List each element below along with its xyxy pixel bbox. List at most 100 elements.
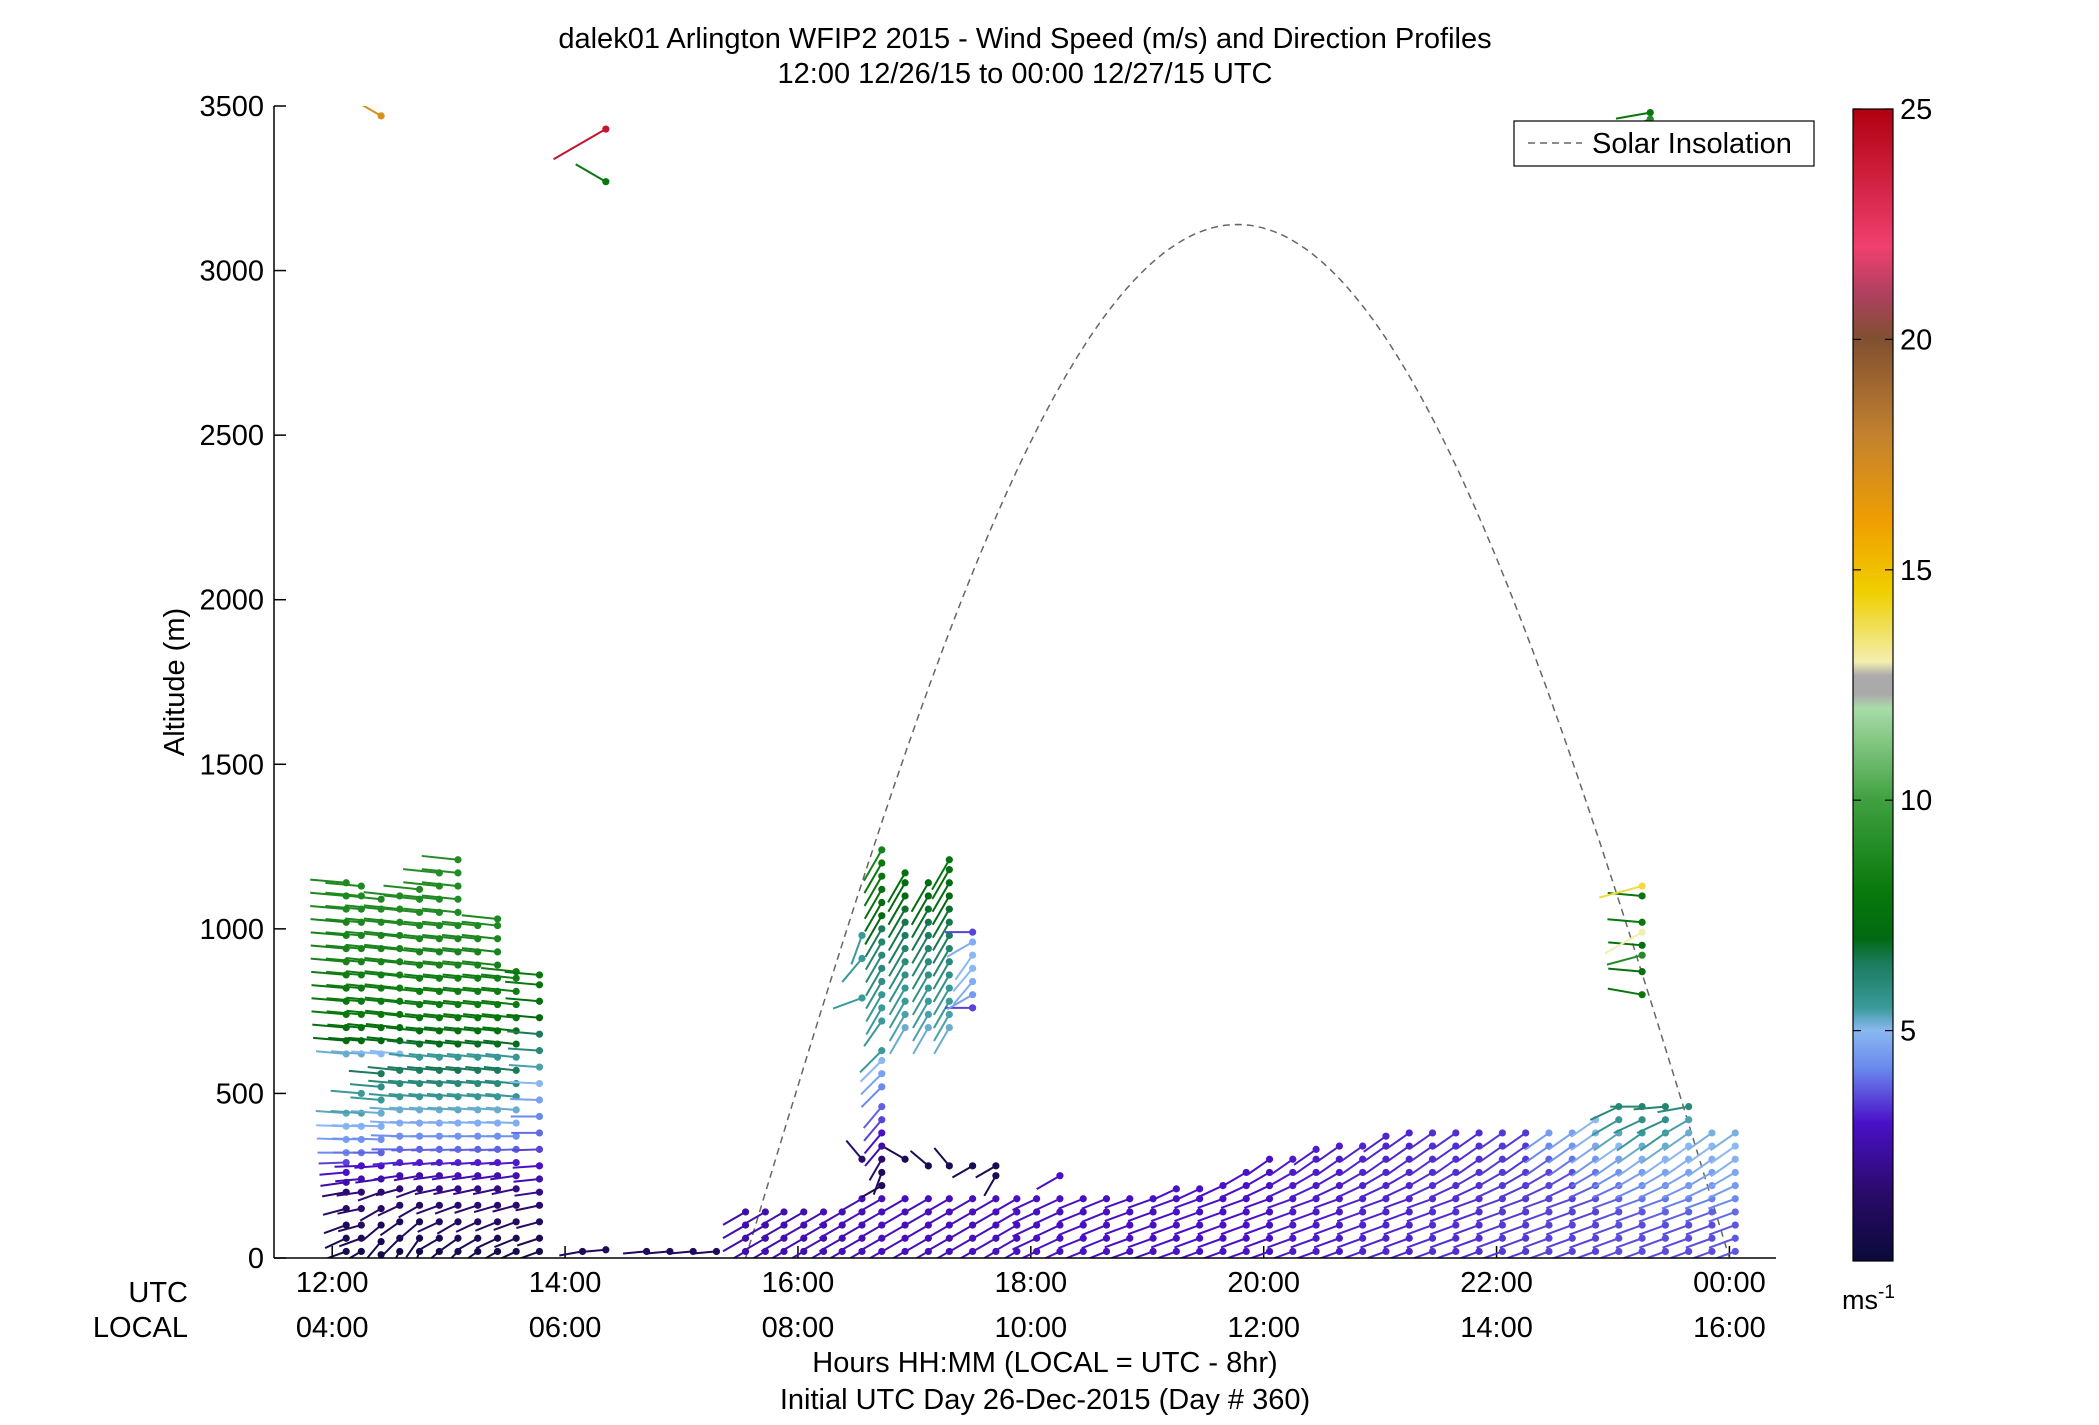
wind-barb-point: [535, 1162, 544, 1170]
wind-barb-stick: [1640, 1158, 1666, 1178]
wind-barb-stick: [338, 1237, 362, 1248]
wind-barb-point: [969, 991, 977, 999]
wind-barb-point: [1428, 1208, 1437, 1216]
wind-barb-stick: [575, 163, 607, 183]
wind-barb-point: [535, 1218, 544, 1226]
wind-barb-stick: [463, 1026, 498, 1032]
wind-barb-point: [945, 1247, 953, 1256]
wind-barb-stick: [461, 947, 498, 953]
wind-barb-stick: [511, 1148, 540, 1152]
wind-barb-stick: [1524, 1132, 1550, 1151]
wind-barb-stick: [1081, 1224, 1107, 1236]
wind-barb-stick: [1479, 1158, 1503, 1176]
wind-barb-stick: [1012, 1224, 1038, 1238]
wind-barb-point: [878, 1168, 886, 1177]
wind-barb-stick: [321, 1191, 347, 1198]
wind-barb-stick: [347, 1036, 382, 1042]
wind-barb-stick: [331, 1050, 362, 1055]
colorbar-tick-label: 25: [1900, 94, 1932, 126]
wind-barb-stick: [911, 961, 930, 990]
wind-barb-stick: [466, 1093, 498, 1098]
wind-barb-stick: [1081, 1197, 1107, 1210]
wind-barb-stick: [863, 875, 883, 907]
wind-barb-stick: [1293, 1158, 1317, 1176]
wind-barb-stick: [868, 1250, 883, 1258]
wind-barb-stick: [405, 1237, 421, 1258]
wind-barb-stick: [1524, 1145, 1550, 1164]
wind-barb-stick: [366, 1240, 382, 1258]
wind-barb-stick: [368, 1079, 400, 1085]
wind-barb-stick: [832, 997, 863, 1010]
wind-barb-stick: [1313, 1224, 1340, 1236]
wind-barb-stick: [1174, 1237, 1200, 1249]
wind-barb-point: [535, 1014, 544, 1022]
wind-barb-stick: [422, 947, 459, 953]
wind-barb-point: [1102, 1234, 1111, 1242]
wind-barb-stick: [384, 999, 420, 1006]
wind-barb-stick: [310, 891, 347, 897]
wind-barb-point: [1661, 1234, 1669, 1242]
wind-barb-stick: [982, 1250, 997, 1258]
wind-barb-point: [901, 869, 909, 877]
wind-barb-stick: [393, 1174, 420, 1182]
wind-barb-stick: [859, 1049, 883, 1074]
wind-barb-point: [1731, 1129, 1739, 1137]
wind-barb-point: [1475, 1247, 1483, 1256]
wind-barb-point: [1312, 1234, 1320, 1242]
wind-barb-point: [415, 1201, 424, 1209]
wind-barb-point: [1661, 1221, 1669, 1229]
wind-barb-point: [1033, 1247, 1041, 1256]
wind-barb-point: [493, 1106, 502, 1114]
wind-barb-stick: [881, 1237, 906, 1253]
wind-barb-stick: [492, 1204, 517, 1213]
wind-barb-point: [357, 882, 365, 890]
wind-barb-stick: [1429, 1210, 1457, 1223]
wind-barb-stick: [1406, 1210, 1433, 1223]
legend-box: [1513, 120, 1815, 167]
y-tick-label: 3500: [199, 91, 264, 123]
wind-barb-stick: [384, 1013, 420, 1019]
wind-barb-stick: [383, 947, 420, 953]
wind-barb-point: [454, 895, 462, 903]
wind-barb-stick: [1569, 1224, 1596, 1236]
wind-barb-point: [512, 1234, 520, 1242]
wind-barb-stick: [1593, 1171, 1620, 1188]
wind-barb-stick: [862, 1105, 883, 1129]
wind-barb-stick: [925, 1197, 950, 1213]
wind-barb-point: [1731, 1221, 1739, 1229]
y-tick-label: 1000: [199, 914, 264, 946]
wind-barb-point: [1149, 1208, 1157, 1216]
wind-barb-point: [357, 1205, 365, 1213]
chart-subtitle: 12:00 12/26/15 to 00:00 12/27/15 UTC: [778, 58, 1273, 90]
wind-barb-point: [969, 1004, 977, 1012]
wind-barb-point: [377, 1149, 385, 1157]
wind-barb-stick: [394, 1250, 401, 1258]
wind-barb-stick: [859, 1059, 883, 1083]
wind-barb-point: [1219, 1195, 1227, 1203]
wind-barb-point: [1056, 1172, 1064, 1180]
wind-barb-stick: [1315, 1171, 1340, 1187]
wind-barb-point: [535, 971, 544, 979]
wind-barb-stick: [850, 935, 863, 965]
wind-barb-stick: [1524, 1171, 1550, 1188]
wind-barb-point: [1685, 1102, 1693, 1111]
x-ticks: 12:00 04:00 14:00 06:00 16:00 08:00 18:00 10:00…: [296, 1246, 1766, 1344]
wind-barb-stick: [1499, 1237, 1527, 1249]
wind-barb-stick: [1479, 1132, 1503, 1150]
wind-barb-stick: [1058, 1224, 1084, 1236]
wind-barb-point: [493, 915, 502, 923]
wind-barb-point: [1638, 968, 1646, 976]
wind-barb-stick: [1638, 1197, 1666, 1210]
wind-barb-point: [1102, 1208, 1111, 1216]
wind-barb-point: [1312, 1145, 1320, 1153]
wind-barb-stick: [1525, 1158, 1550, 1177]
wind-barb-stick: [975, 1164, 997, 1179]
wind-barb-stick: [507, 1030, 540, 1036]
wind-barb-stick: [392, 1161, 420, 1166]
wind-barb-stick: [1432, 1158, 1457, 1176]
wind-barb-point: [924, 984, 932, 992]
wind-barb-stick: [1499, 1224, 1527, 1236]
wind-barb-stick: [483, 1039, 517, 1046]
wind-barb-point: [1638, 918, 1646, 926]
wind-barb-stick: [345, 894, 382, 901]
